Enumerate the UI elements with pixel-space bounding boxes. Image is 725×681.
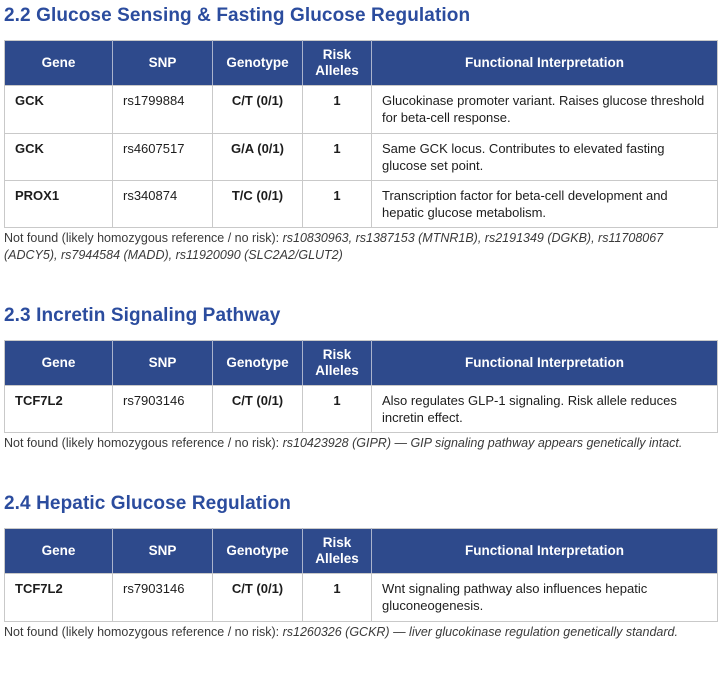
cell-interp: Wnt signaling pathway also influences he… [371,573,718,622]
table-body: GCK rs1799884 C/T (0/1) 1 Glucokinase promot… [4,85,718,229]
not-found-detail: rs10423928 (GIPR) — GIP signaling pathwa… [282,436,683,451]
cell-interp: Also regulates GLP-1 signaling. Risk all… [371,384,718,434]
cell-snp: rs4607517 [112,132,213,181]
column-header: Risk Alleles [302,527,372,575]
column-header: Gene [4,339,113,386]
column-header: Gene [4,527,113,575]
table-row: TCF7L2 rs7903146 C/T (0/1) 1 Also regulates … [4,384,718,434]
not-found-label: Not found (likely homozygous reference /… [4,436,283,451]
column-header: Gene [4,39,113,87]
cell-genotype: G/A (0/1) [212,132,303,181]
cell-snp: rs7903146 [112,384,213,434]
not-found-note: Not found (likely homozygous reference /… [4,230,718,264]
table-body: TCF7L2 rs7903146 C/T (0/1) 1 Wnt signaling p… [4,573,718,622]
cell-gene: PROX1 [4,179,113,229]
not-found-note: Not found (likely homozygous reference /… [4,435,718,452]
column-header: Risk Alleles [302,39,372,87]
cell-interp: Glucokinase promoter variant. Raises glu… [371,85,718,134]
column-header: SNP [112,39,213,87]
column-header: Functional Interpretation [371,527,718,575]
cell-genotype: C/T (0/1) [212,384,303,434]
cell-snp: rs1799884 [112,85,213,134]
cell-gene: TCF7L2 [4,384,113,434]
cell-interp: Same GCK locus. Contributes to elevated … [371,132,718,181]
column-header: Functional Interpretation [371,339,718,386]
cell-snp: rs7903146 [112,573,213,622]
cell-snp: rs340874 [112,179,213,229]
snp-table: Gene SNP Genotype Risk Alleles Functional In… [4,339,718,434]
genetic-report-body: 2.2 Glucose Sensing & Fasting Glucose Re… [4,5,718,641]
section-title: 2.2 Glucose Sensing & Fasting Glucose Re… [4,5,471,26]
table-row: TCF7L2 rs7903146 C/T (0/1) 1 Wnt signaling p… [4,573,718,622]
table-row: GCK rs4607517 G/A (0/1) 1 Same GCK locus. Co… [4,132,718,181]
not-found-label: Not found (likely homozygous reference /… [4,624,283,639]
column-header: Genotype [212,39,303,87]
cell-gene: GCK [4,85,113,134]
column-header: Functional Interpretation [371,39,718,87]
cell-interp: Transcription factor for beta-cell devel… [371,179,718,229]
cell-risk: 1 [302,132,372,181]
section-title: 2.3 Incretin Signaling Pathway [4,304,281,326]
column-header: Genotype [212,527,303,575]
cell-risk: 1 [302,85,372,134]
not-found-label: Not found (likely homozygous reference /… [4,231,283,246]
column-header: SNP [112,527,213,575]
cell-risk: 1 [302,384,372,434]
section-title: 2.4 Hepatic Glucose Regulation [4,493,292,515]
snp-table: Gene SNP Genotype Risk Alleles Functional In… [4,527,718,622]
column-header: SNP [112,339,213,386]
cell-gene: TCF7L2 [4,573,113,622]
not-found-detail: rs10830963, rs1387153 (MTNR1B), rs219134… [4,231,664,262]
table-row: PROX1 rs340874 T/C (0/1) 1 Transcription fac… [4,179,718,229]
cell-genotype: C/T (0/1) [212,85,303,134]
table-header-row: Gene SNP Genotype Risk Alleles Functional In… [4,39,718,87]
cell-genotype: T/C (0/1) [212,179,303,229]
not-found-note: Not found (likely homozygous reference /… [4,624,718,641]
cell-risk: 1 [302,573,372,622]
cell-gene: GCK [4,132,113,181]
table-row: GCK rs1799884 C/T (0/1) 1 Glucokinase promot… [4,85,718,134]
table-header-row: Gene SNP Genotype Risk Alleles Functional In… [4,527,718,575]
report-section: 2.4 Hepatic Glucose Regulation Gene SNP Ge… [4,493,718,641]
table-body: TCF7L2 rs7903146 C/T (0/1) 1 Also regulates … [4,384,718,434]
column-header: Risk Alleles [302,339,372,386]
report-section: 2.3 Incretin Signaling Pathway Gene SNP Ge… [4,304,718,452]
cell-genotype: C/T (0/1) [212,573,303,622]
table-header-row: Gene SNP Genotype Risk Alleles Functional In… [4,339,718,386]
report-section: 2.2 Glucose Sensing & Fasting Glucose Re… [4,5,718,264]
snp-table: Gene SNP Genotype Risk Alleles Functional In… [4,39,718,229]
not-found-detail: rs1260326 (GCKR) — liver glucokinase reg… [282,624,678,639]
column-header: Genotype [212,339,303,386]
cell-risk: 1 [302,179,372,229]
